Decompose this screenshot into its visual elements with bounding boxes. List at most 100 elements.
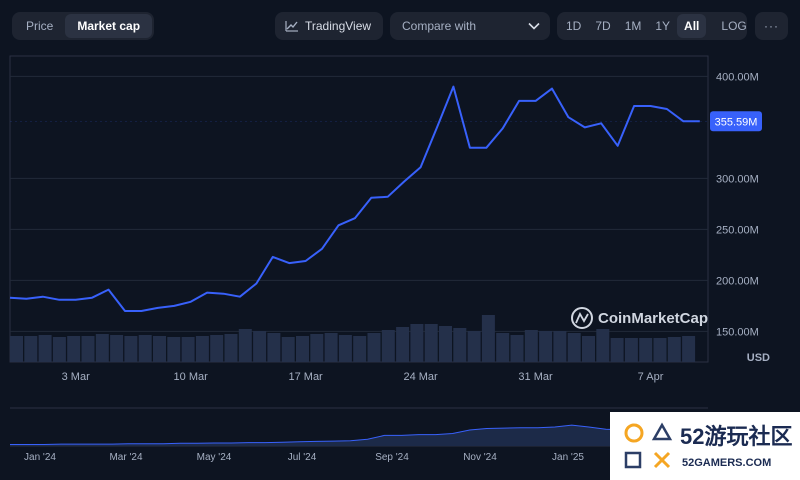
y-tick-label: 150.00M [716,326,759,338]
tab-market-cap[interactable]: Market cap [65,14,153,38]
volume-bar [639,338,653,362]
volume-bar [296,336,309,362]
volume-bar [210,335,224,362]
x-tick-label: 10 Mar [174,371,209,383]
volume-bar [153,336,166,362]
y-tick-label: 250.00M [716,224,759,236]
compare-with-placeholder: Compare with [402,19,477,33]
y-tick-label: 300.00M [716,173,759,185]
navigator-date-label: Nov '24 [463,452,497,463]
range-1y[interactable]: 1Y [655,19,671,33]
navigator-date-label: May '24 [197,452,232,463]
volume-bar [481,315,495,362]
range-all[interactable]: All [677,14,707,38]
volume-bar [195,336,209,362]
x-tick-label: 24 Mar [403,371,438,383]
volume-bar [396,327,410,362]
tradingview-label: TradingView [305,19,372,33]
volume-bar [238,329,252,362]
volume-bar [281,337,295,362]
coinmarketcap-watermark: CoinMarketCap [598,310,708,327]
x-tick-label: 7 Apr [638,371,664,383]
x-tick-label: 3 Mar [62,371,90,383]
current-value-label: 355.59M [715,116,758,128]
volume-bar [424,324,438,362]
volume-bar [610,338,624,362]
coinmarketcap-logo-icon [571,307,593,329]
volume-bar [496,333,510,362]
volume-bar [353,336,367,362]
current-value-badge [710,111,762,132]
navigator-area [10,413,708,446]
time-range-selector: 1D 7D 1M 1Y All LOG [557,12,747,40]
range-1m[interactable]: 1M [624,19,642,33]
site-logo-background [610,412,800,480]
volume-bar [596,329,610,362]
chevron-down-icon [528,22,540,30]
navigator-date-label: Jan '25 [552,452,584,463]
volume-bar [367,333,381,362]
volume-bar [253,331,267,362]
tab-price[interactable]: Price [26,19,54,33]
chart-toolbar: Price Market cap TradingView Compare wit… [12,12,788,40]
y-tick-label: 200.00M [716,275,759,287]
view-toggle: Price Market cap [12,12,155,40]
logo-square-icon [624,451,642,469]
compare-with-select[interactable]: Compare with [390,12,550,40]
site-logo-text-en: 52GAMERS.COM [682,457,771,469]
range-1d[interactable]: 1D [566,19,582,33]
volume-bar [81,336,95,362]
x-tick-label: 17 Mar [288,371,323,383]
volume-bar [553,331,567,362]
volume-bar [181,337,195,362]
volume-bar [224,334,238,362]
volume-bar [95,334,109,362]
volume-bar [439,326,452,362]
logo-circle-icon [624,423,644,443]
volume-bar [539,331,553,362]
volume-bar [24,336,38,362]
range-7d[interactable]: 7D [595,19,611,33]
volume-bar [381,330,395,362]
log-scale-toggle[interactable]: LOG [721,19,747,33]
navigator-date-label: Jan '24 [24,452,56,463]
volume-bar [338,335,352,362]
volume-bar [624,338,638,362]
volume-bar [267,333,281,362]
navigator-date-label: Jul '24 [288,452,317,463]
volume-bar [10,336,23,362]
volume-bar [310,334,324,362]
volume-bar [682,336,696,362]
volume-bar [653,338,667,362]
volume-bar [524,330,538,362]
volume-bar [67,336,81,362]
volume-bar [667,337,681,362]
volume-bar [138,335,152,362]
navigator-date-label: Mar '24 [109,452,142,463]
volume-bar [453,328,467,362]
volume-bar [324,333,338,362]
more-icon: ··· [764,19,779,33]
navigator-date-label: Sep '24 [375,452,409,463]
more-options-button[interactable]: ··· [755,12,788,40]
line-chart-icon [285,21,298,32]
navigator-line [10,413,709,445]
volume-bar [38,335,52,362]
coinmarketcap-logo-mark [575,312,589,324]
volume-bar [167,337,181,362]
volume-bar [124,336,138,362]
tradingview-button[interactable]: TradingView [275,12,383,40]
volume-bar [52,337,66,362]
logo-triangle-icon [651,422,673,441]
volume-bar [467,331,481,362]
volume-bar [582,336,595,362]
y-tick-label: 400.00M [716,71,759,83]
volume-bar [410,324,424,362]
volume-bar [510,335,524,362]
x-tick-label: 31 Mar [518,371,553,383]
market-cap-line [9,85,700,312]
currency-label: USD [747,352,770,364]
volume-bar [110,335,124,362]
logo-cross-icon [653,451,671,469]
